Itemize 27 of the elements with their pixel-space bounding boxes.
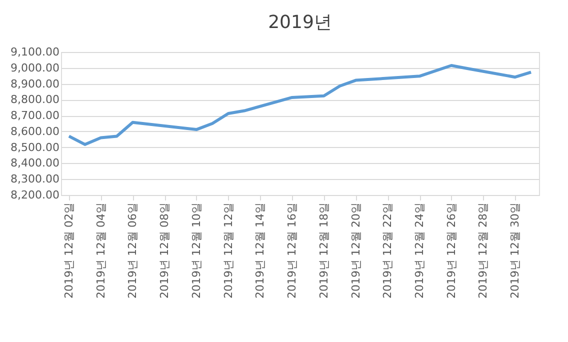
line-series xyxy=(67,64,533,146)
x-tick-label: 2019년 12월 06일 xyxy=(126,202,140,298)
x-tick-label: 2019년 12월 24일 xyxy=(413,202,426,298)
x-tick-label: 2019년 12월 02일 xyxy=(62,202,76,298)
chart-title: 2019년 xyxy=(268,12,332,33)
x-tick-label: 2019년 12월 10일 xyxy=(190,202,203,298)
x-tick-label: 2019년 12월 26일 xyxy=(444,202,458,298)
x-tick-label: 2019년 12월 22일 xyxy=(381,202,394,298)
y-tick-label: 8,900.00 xyxy=(10,77,60,90)
x-tick-label: 2019년 12월 04일 xyxy=(94,202,108,298)
x-tick-label: 2019년 12월 12일 xyxy=(222,202,235,298)
x-tick-label: 2019년 12월 20일 xyxy=(349,202,362,298)
y-tick-label: 8,600.00 xyxy=(10,124,60,138)
y-tick-label: 8,300.00 xyxy=(10,172,60,186)
x-tick-label: 2019년 12월 30일 xyxy=(508,202,522,298)
x-tick-label: 2019년 12월 14일 xyxy=(254,202,267,298)
y-tick-label: 8,400.00 xyxy=(10,156,60,170)
x-tick-label: 2019년 12월 18일 xyxy=(317,202,330,298)
y-tick-label: 8,700.00 xyxy=(10,109,60,122)
y-tick-label: 8,800.00 xyxy=(10,93,60,106)
y-tick-label: 9,100.00 xyxy=(10,46,60,58)
x-tick-label: 2019년 12월 16일 xyxy=(286,202,299,298)
x-tick-label: 2019년 12월 08일 xyxy=(158,202,172,298)
y-tick-label: 8,500.00 xyxy=(10,140,60,154)
y-tick-label: 8,200.00 xyxy=(10,188,60,202)
y-tick-label: 9,000.00 xyxy=(10,61,60,74)
x-tick-label: 2019년 12월 28일 xyxy=(476,202,490,298)
